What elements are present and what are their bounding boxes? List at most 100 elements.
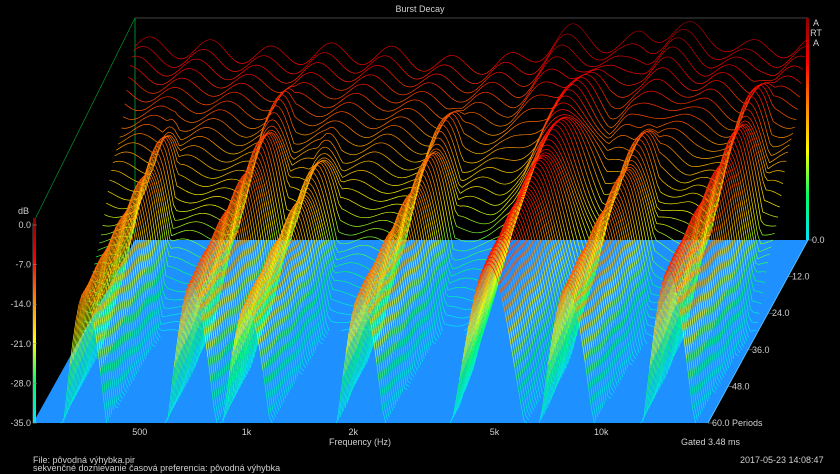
decay-slice-segment [566, 24, 570, 28]
decay-slice-segment [747, 128, 752, 135]
decay-slice-segment [285, 132, 290, 143]
decay-slice-segment [302, 107, 306, 111]
decay-slice-segment [457, 169, 461, 180]
decay-slice-segment [159, 141, 164, 145]
decay-slice-segment [157, 145, 161, 155]
decay-slice-segment [706, 78, 710, 82]
decay-slice-segment [758, 96, 763, 104]
decay-slice-segment [399, 93, 403, 96]
decay-slice-segment [183, 248, 187, 251]
decay-slice-segment [375, 200, 379, 202]
decay-slice-segment [183, 77, 187, 80]
decay-slice-segment [212, 101, 216, 105]
decay-slice-segment [418, 81, 423, 84]
decay-slice-segment [554, 116, 559, 119]
decay-slice-segment [450, 181, 455, 193]
decay-slice-segment [300, 142, 304, 145]
decay-slice-segment [615, 183, 620, 197]
decay-slice-segment [722, 111, 727, 116]
decay-slice-segment [292, 99, 297, 105]
decay-slice-segment [152, 157, 157, 170]
decay-slice-segment [122, 116, 127, 119]
decay-slice-segment [453, 248, 457, 251]
decay-slice-segment [579, 99, 584, 105]
decay-slice-segment [682, 132, 686, 136]
decay-slice-segment [467, 135, 471, 138]
decay-slice-segment [349, 224, 353, 227]
decay-slice-segment [183, 56, 188, 59]
decay-slice-segment [458, 183, 463, 188]
decay-slice-segment [749, 117, 753, 123]
decay-slice-segment [361, 206, 366, 209]
decay-slice-segment [649, 168, 653, 180]
decay-slice-segment [444, 162, 448, 172]
decay-slice-segment [318, 171, 322, 179]
decay-slice-segment [613, 122, 618, 127]
decay-slice-segment [631, 146, 636, 155]
decay-slice-segment [119, 146, 123, 149]
decay-slice-segment [548, 57, 553, 61]
decay-slice-segment [590, 132, 594, 138]
decay-slice-segment [267, 109, 271, 112]
decay-slice-segment [306, 179, 311, 189]
decay-slice-segment [260, 109, 265, 112]
decay-slice-segment [388, 100, 392, 103]
decay-slice-segment [542, 121, 547, 129]
decay-slice-segment [224, 179, 228, 181]
decay-slice-segment [126, 117, 130, 120]
decay-slice-segment [691, 48, 695, 54]
decay-slice-segment [339, 157, 344, 163]
decay-slice-segment [629, 149, 633, 153]
decay-slice-segment [304, 175, 308, 182]
decay-slice-segment [452, 267, 456, 270]
decay-slice-segment [765, 112, 769, 124]
decay-slice-segment [767, 85, 771, 91]
decay-slice-segment [206, 164, 210, 168]
decay-slice-segment [689, 174, 693, 176]
decay-slice-segment [184, 119, 188, 122]
decay-slice-segment [538, 132, 542, 140]
decay-slice-segment [733, 108, 738, 112]
decay-slice-segment [673, 127, 677, 130]
decay-slice-segment [407, 100, 412, 103]
decay-slice-segment [647, 80, 652, 84]
decay-slice-segment [373, 137, 377, 141]
decay-slice-segment [665, 122, 670, 125]
decay-slice-segment [369, 172, 374, 175]
decay-slice-segment [198, 232, 203, 235]
decay-slice-segment [411, 99, 415, 101]
decay-slice-segment [547, 95, 551, 97]
decay-slice-segment [759, 84, 763, 87]
decay-slice-segment [590, 40, 595, 45]
decay-slice-segment [209, 185, 213, 187]
decay-slice-segment [443, 56, 448, 59]
decay-slice-segment [505, 53, 509, 56]
decay-slice-segment [446, 55, 451, 57]
decay-slice-segment [778, 72, 782, 77]
decay-slice-segment [308, 177, 313, 179]
decay-slice-segment [685, 222, 690, 225]
decay-slice-segment [241, 169, 245, 172]
decay-slice-segment [255, 75, 259, 79]
decay-slice-segment [436, 148, 441, 151]
decay-slice-segment [279, 94, 283, 96]
decay-slice-segment [192, 252, 196, 256]
decay-slice-segment [652, 69, 657, 74]
decay-slice-segment [657, 53, 662, 58]
decay-slice-segment [579, 43, 584, 48]
decay-slice-segment [712, 44, 717, 48]
decay-slice-segment [171, 179, 176, 198]
decay-slice-segment [758, 151, 762, 164]
decay-slice-segment [339, 78, 343, 81]
decay-slice-segment [183, 146, 187, 150]
decay-slice-segment [478, 169, 483, 172]
decay-slice-segment [216, 176, 221, 179]
decay-slice-segment [424, 145, 428, 147]
decay-slice-segment [411, 136, 416, 140]
decay-slice-segment [678, 156, 683, 161]
decay-slice-segment [585, 145, 589, 154]
decay-slice-segment [429, 82, 433, 84]
decay-slice-segment [580, 74, 584, 77]
decay-slice-segment [713, 130, 717, 134]
decay-slice-segment [292, 125, 297, 133]
